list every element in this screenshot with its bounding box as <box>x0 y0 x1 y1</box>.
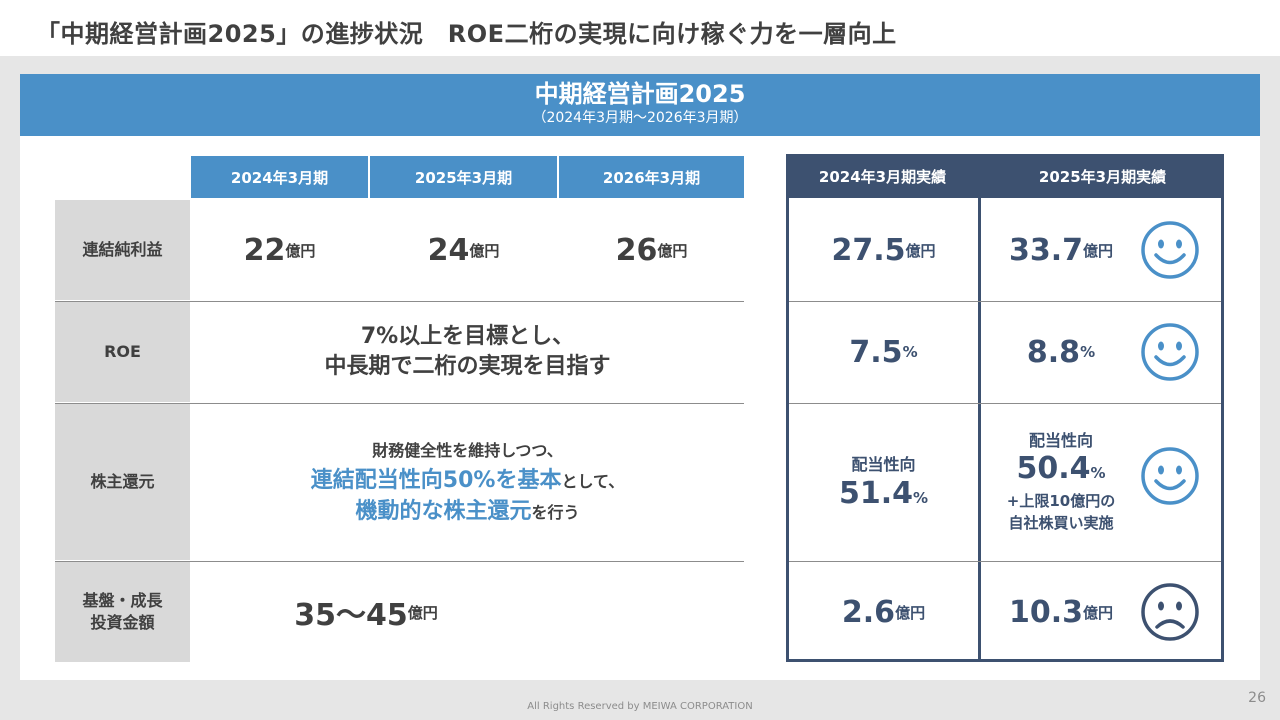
result-value: 50.4 <box>1016 451 1091 486</box>
plan-net-income-2025: 24 億円 <box>370 200 557 300</box>
plan-header: 中期経営計画2025 （2024年3月期〜2026年3月期） <box>20 74 1260 136</box>
plan-subtitle: （2024年3月期〜2026年3月期） <box>532 110 748 126</box>
row-label-net-income: 連結純利益 <box>55 200 190 300</box>
buyback-note-line1: +上限10億円の <box>1006 492 1116 510</box>
result-row-divider <box>789 301 1221 302</box>
row-label-shareholder: 株主還元 <box>55 404 190 560</box>
result-shareholder-2024: 配当性向 51.4% <box>789 404 978 560</box>
plan-investment-value: 35〜45 <box>294 598 408 633</box>
title-bar <box>0 0 1280 56</box>
plan-net-income-2024: 22 億円 <box>191 200 368 300</box>
payout-ratio-label: 配当性向 <box>1028 431 1093 450</box>
result-row-divider <box>789 403 1221 404</box>
result-value: 7.5 <box>849 334 903 370</box>
result-header-2024: 2024年3月期実績 <box>786 154 979 198</box>
result-value: 27.5 <box>831 232 906 268</box>
plan-investment: 35〜45 億円 <box>191 562 541 662</box>
result-net-income-2024: 27.5 億円 <box>789 200 978 300</box>
plan-shareholder-line2-rest: として、 <box>561 472 625 491</box>
plan-roe-line1: 7%以上を目標とし、 <box>360 324 575 349</box>
smile-face-icon <box>1141 323 1199 381</box>
result-investment-2024: 2.6 億円 <box>789 562 978 662</box>
result-value: 2.6 <box>841 594 896 630</box>
plan-net-income-2026: 26 億円 <box>559 200 744 300</box>
results-column-divider <box>978 154 981 662</box>
row-label-investment-line1: 基盤・成長 <box>82 591 163 610</box>
plan-roe: 7%以上を目標とし、 中長期で二桁の実現を目指す <box>191 302 744 402</box>
unit-label: 億円 <box>657 241 688 260</box>
page-number: 26 <box>1248 690 1266 706</box>
result-roe-2025: 8.8% <box>981 302 1141 402</box>
plan-row-divider <box>55 301 744 302</box>
sad-face-icon <box>1141 583 1199 641</box>
unit-label: 億円 <box>285 241 316 260</box>
result-row-divider <box>789 561 1221 562</box>
unit-label: 億円 <box>1083 241 1114 260</box>
plan-shareholder-highlight2: 機動的な株主還元 <box>355 499 532 524</box>
unit-label: % <box>913 488 929 507</box>
plan-value: 24 <box>427 232 470 268</box>
year-header-2024: 2024年3月期 <box>191 156 368 198</box>
unit-label: % <box>1080 343 1096 361</box>
plan-shareholder: 財務健全性を維持しつつ、 連結配当性向50%を基本として、 機動的な株主還元を行… <box>191 404 744 560</box>
result-header-2025: 2025年3月期実績 <box>981 154 1224 198</box>
result-investment-2025: 10.3 億円 <box>981 562 1141 662</box>
copyright-footer: All Rights Reserved by MEIWA CORPORATION <box>527 701 753 712</box>
plan-shareholder-line1: 財務健全性を維持しつつ、 <box>372 441 563 460</box>
plan-shareholder-line3-rest: を行う <box>531 503 580 522</box>
unit-label: % <box>902 343 918 361</box>
buyback-note-line2: 自社株買い実施 <box>1008 514 1114 532</box>
row-label-investment: 基盤・成長 投資金額 <box>55 562 190 662</box>
plan-shareholder-highlight1: 連結配当性向50%を基本 <box>310 468 562 493</box>
plan-value: 26 <box>615 232 658 268</box>
plan-title: 中期経営計画2025 <box>534 80 746 108</box>
unit-label: 億円 <box>407 603 438 622</box>
payout-ratio-label: 配当性向 <box>851 454 916 474</box>
smile-face-icon <box>1141 447 1199 505</box>
plan-row-divider <box>55 561 744 562</box>
smile-face-icon <box>1141 221 1199 279</box>
plan-value: 22 <box>243 232 286 268</box>
unit-label: 億円 <box>469 241 500 260</box>
result-value: 33.7 <box>1008 232 1083 268</box>
result-shareholder-2025: 配当性向 50.4% +上限10億円の 自社株買い実施 <box>981 404 1141 560</box>
unit-label: % <box>1090 464 1106 482</box>
result-value: 10.3 <box>1008 594 1083 630</box>
result-roe-2024: 7.5% <box>789 302 978 402</box>
plan-roe-line2: 中長期で二桁の実現を目指す <box>324 354 611 379</box>
result-net-income-2025: 33.7 億円 <box>981 200 1141 300</box>
row-label-roe: ROE <box>55 302 190 402</box>
slide-title: 「中期経営計画2025」の進捗状況 ROE二桁の実現に向け稼ぐ力を一層向上 <box>36 20 897 48</box>
year-header-2025: 2025年3月期 <box>370 156 557 198</box>
result-value: 51.4 <box>838 475 913 511</box>
row-label-investment-line2: 投資金額 <box>90 613 155 632</box>
unit-label: 億円 <box>905 241 936 260</box>
unit-label: 億円 <box>1083 603 1114 622</box>
year-header-2026: 2026年3月期 <box>559 156 744 198</box>
plan-row-divider <box>55 403 744 404</box>
unit-label: 億円 <box>895 603 926 622</box>
result-value: 8.8 <box>1026 334 1081 370</box>
